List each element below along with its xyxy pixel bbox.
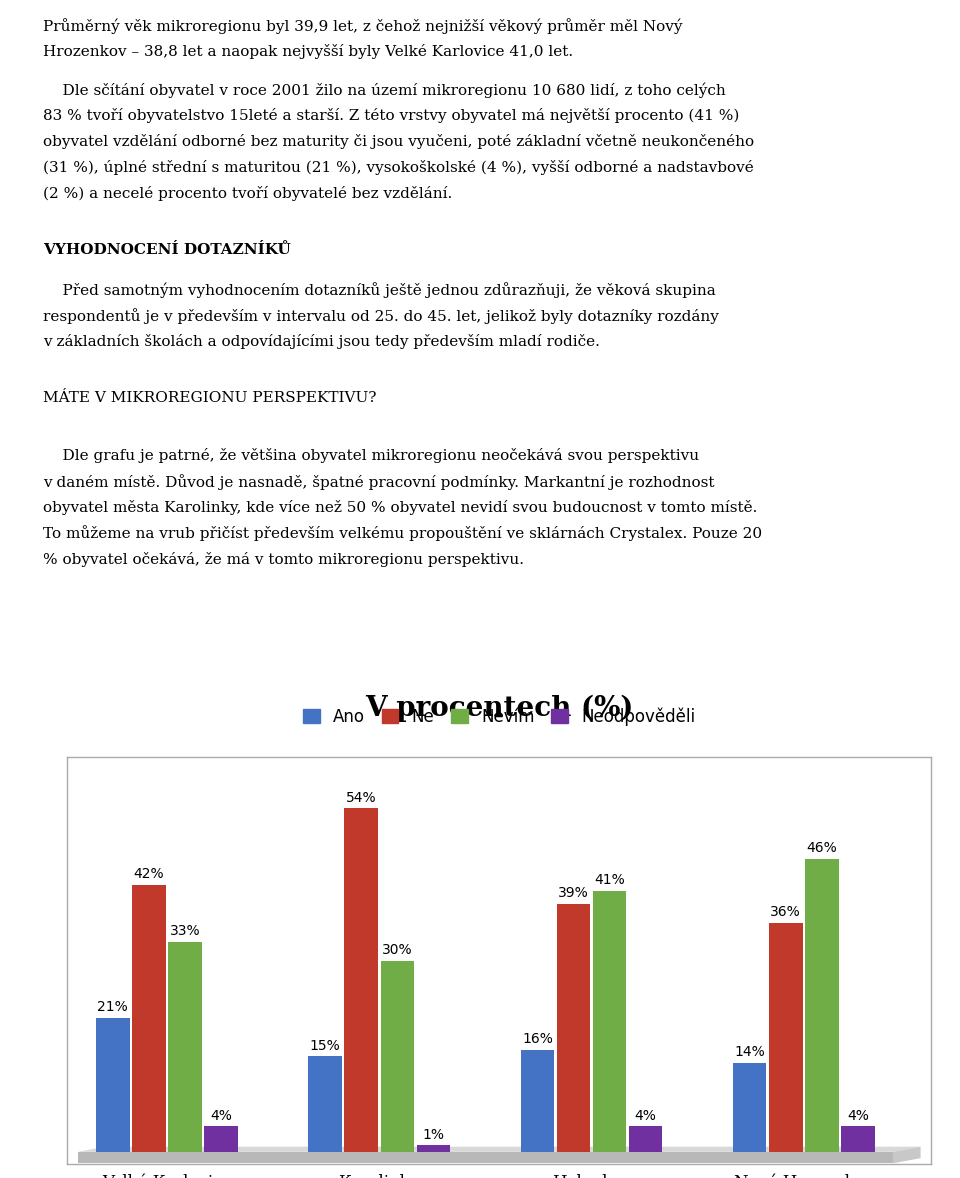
Text: v daném místě. Důvod je nasnadě, špatné pracovní podmínky. Markantní je rozhodno: v daném místě. Důvod je nasnadě, špatné … bbox=[43, 474, 714, 490]
Text: 30%: 30% bbox=[382, 944, 413, 958]
Bar bbox=[732, 1063, 766, 1152]
Text: 42%: 42% bbox=[133, 867, 164, 881]
Polygon shape bbox=[893, 1146, 921, 1164]
Bar bbox=[520, 1050, 554, 1152]
Text: 4%: 4% bbox=[210, 1108, 232, 1123]
Bar bbox=[841, 1126, 875, 1152]
Text: respondentů je v především v intervalu od 25. do 45. let, jelikož byly dotazníky: respondentů je v především v intervalu o… bbox=[43, 307, 719, 324]
Bar bbox=[308, 1057, 342, 1152]
Bar bbox=[805, 859, 839, 1152]
Text: % obyvatel očekává, že má v tomto mikroregionu perspektivu.: % obyvatel očekává, že má v tomto mikror… bbox=[43, 551, 524, 567]
Bar bbox=[96, 1018, 130, 1152]
Text: (2 %) a necelé procento tvoří obyvatelé bez vzdělání.: (2 %) a necelé procento tvoří obyvatelé … bbox=[43, 186, 452, 201]
Text: 36%: 36% bbox=[771, 905, 802, 919]
Text: obyvatel města Karolinky, kde více než 50 % obyvatel nevidí svou budoucnost v to: obyvatel města Karolinky, kde více než 5… bbox=[43, 499, 757, 515]
Text: To můžeme na vrub přičíst především velkému propouštění ve sklárnách Crystalex. : To můžeme na vrub přičíst především velk… bbox=[43, 525, 762, 542]
Text: 54%: 54% bbox=[346, 790, 376, 805]
Text: v základních školách a odpovídajícími jsou tedy především mladí rodiče.: v základních školách a odpovídajícími js… bbox=[43, 333, 600, 349]
Polygon shape bbox=[78, 1146, 921, 1152]
Text: (31 %), úplné střední s maturitou (21 %), vysokoškolské (4 %), vyšší odborné a n: (31 %), úplné střední s maturitou (21 %)… bbox=[43, 160, 754, 176]
Text: 46%: 46% bbox=[806, 841, 837, 855]
Bar bbox=[380, 961, 414, 1152]
Text: 4%: 4% bbox=[847, 1108, 869, 1123]
Text: VYHODNOCENÍ DOTAZNÍKŮ: VYHODNOCENÍ DOTAZNÍKŮ bbox=[43, 243, 291, 257]
Text: 15%: 15% bbox=[310, 1039, 341, 1053]
Legend: Ano, Ne, Nevím, Neodpověděli: Ano, Ne, Nevím, Neodpověděli bbox=[297, 701, 702, 733]
Text: 16%: 16% bbox=[522, 1032, 553, 1046]
Text: 14%: 14% bbox=[734, 1045, 765, 1059]
Text: 21%: 21% bbox=[98, 1000, 129, 1014]
Text: 33%: 33% bbox=[170, 924, 201, 938]
Title: V procentech (%): V procentech (%) bbox=[365, 694, 634, 722]
Bar bbox=[557, 904, 590, 1152]
Text: 41%: 41% bbox=[594, 873, 625, 887]
Bar bbox=[629, 1126, 662, 1152]
Bar bbox=[168, 942, 202, 1152]
Bar bbox=[593, 891, 626, 1152]
Bar bbox=[769, 922, 803, 1152]
Bar bbox=[204, 1126, 238, 1152]
Bar bbox=[345, 808, 378, 1152]
Text: Hrozenkov – 38,8 let a naopak nejvyšší byly Velké Karlovice 41,0 let.: Hrozenkov – 38,8 let a naopak nejvyšší b… bbox=[43, 44, 573, 59]
Text: obyvatel vzdělání odborné bez maturity či jsou vyučeni, poté základní včetně neu: obyvatel vzdělání odborné bez maturity č… bbox=[43, 134, 755, 150]
Text: MÁTE V MIKROREGIONU PERSPEKTIVU?: MÁTE V MIKROREGIONU PERSPEKTIVU? bbox=[43, 391, 376, 405]
Text: 83 % tvoří obyvatelstvo 15leté a starší. Z této vrstvy obyvatel má největší proc: 83 % tvoří obyvatelstvo 15leté a starší.… bbox=[43, 108, 739, 124]
Text: Dle sčítání obyvatel v roce 2001 žilo na území mikroregionu 10 680 lidí, z toho : Dle sčítání obyvatel v roce 2001 žilo na… bbox=[43, 82, 726, 98]
Bar bbox=[132, 885, 166, 1152]
Text: 39%: 39% bbox=[558, 886, 588, 900]
Text: Dle grafu je patrné, že většina obyvatel mikroregionu neočekává svou perspektivu: Dle grafu je patrné, že většina obyvatel… bbox=[43, 448, 699, 463]
Text: 4%: 4% bbox=[635, 1108, 657, 1123]
Text: 1%: 1% bbox=[422, 1127, 444, 1141]
Text: Před samotným vyhodnocením dotazníků ještě jednou zdůrazňuji, že věková skupina: Před samotným vyhodnocením dotazníků ješ… bbox=[43, 282, 716, 298]
Bar bbox=[417, 1145, 450, 1152]
Text: Průměrný věk mikroregionu byl 39,9 let, z čehož nejnižší věkový průměr měl Nový: Průměrný věk mikroregionu byl 39,9 let, … bbox=[43, 18, 683, 33]
Polygon shape bbox=[78, 1152, 893, 1164]
